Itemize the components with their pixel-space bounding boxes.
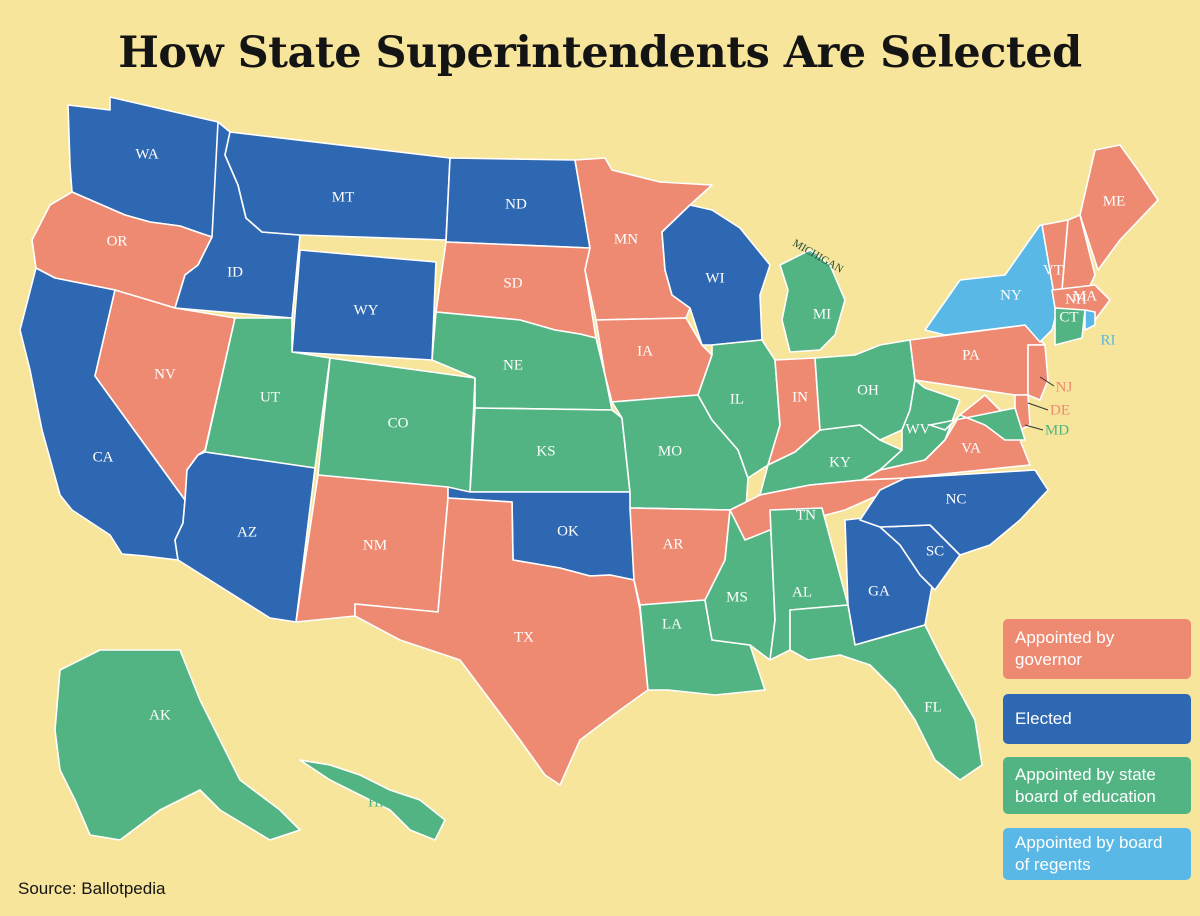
leader-line-nj [1039,376,1055,387]
state-label-mn: MN [614,231,638,247]
state-label-tx: TX [514,629,534,645]
state-label-ia: IA [637,343,653,359]
state-nh [1061,214,1096,291]
state-nj [1027,344,1049,401]
state-label-mi: MI [813,306,831,322]
state-label-ut: UT [260,389,280,405]
state-label-ms: MS [726,589,748,605]
leader-line-md [1024,424,1044,431]
state-label-pa: PA [962,347,980,363]
state-label-nm: NM [363,537,387,553]
state-nc [859,469,1049,556]
state-label-fl: FL [924,699,942,715]
state-label-nh: NH [1065,291,1087,307]
state-label-de: DE [1050,402,1070,418]
label-leaders [1024,376,1055,431]
source-note: Source: Ballotpedia [18,879,166,898]
state-label-al: AL [792,584,812,600]
state-label-ma: MA [1073,288,1097,304]
state-label-me: ME [1103,193,1126,209]
state-label-ne: NE [503,357,523,373]
state-label-ks: KS [536,443,555,459]
state-il [697,339,781,479]
state-label-md: MD [1045,422,1069,438]
state-label-id: ID [227,264,243,280]
state-tx [354,497,649,786]
state-label-wa: WA [135,146,158,162]
state-label-oh: OH [857,382,879,398]
state-me [1079,144,1159,271]
state-label-ak: AK [149,707,171,723]
state-label-nd: ND [505,196,527,212]
state-label-mo: MO [658,443,682,459]
state-label-in: IN [792,389,808,405]
state-fl [789,604,983,781]
state-az [174,451,316,623]
legend-elected: Elected [1003,694,1191,744]
state-label-ky: KY [829,454,851,470]
state-label-wi: WI [705,270,724,286]
state-ia [595,317,713,403]
state-label-or: OR [107,233,128,249]
state-label-tn: TN [796,507,816,523]
state-md [929,407,1026,441]
state-mi [779,249,846,353]
state-label-sd: SD [503,275,522,291]
state-mt [224,131,451,241]
state-label-va: VA [961,440,981,456]
leader-line-de [1027,402,1049,411]
state-label-il: IL [730,391,744,407]
state-label-mt: MT [332,189,355,205]
state-label-wv: WV [906,421,931,437]
map-title: How State Superintendents Are Selected [118,28,1082,78]
state-ak [54,649,301,841]
state-label-co: CO [388,415,409,431]
state-label-sc: SC [926,543,944,559]
state-label-ar: AR [663,536,684,552]
state-label-vt: VT [1043,262,1063,278]
state-label-nj: NJ [1056,379,1073,395]
legend-state-board: Appointed by state board of education [1003,757,1191,814]
legend-regents-label: Appointed by board of regents [1015,833,1163,874]
state-label-nv: NV [154,366,176,382]
state-label-wy: WY [354,302,379,318]
state-label-ca: CA [93,449,114,465]
state-label-ny: NY [1000,287,1022,303]
state-label-ct: CT [1059,309,1078,325]
state-ny [924,224,1061,343]
legend-elected-label: Elected [1015,709,1072,728]
state-label-ri: RI [1101,332,1116,348]
state-label-nc: NC [946,491,967,507]
legend-governor: Appointed by governor [1003,619,1191,679]
legend-governor-label: Appointed by governor [1015,628,1115,669]
state-label-ok: OK [557,523,579,539]
state-label-ga: GA [868,583,890,599]
state-label-la: LA [662,616,682,632]
state-label-az: AZ [237,524,257,540]
state-ri [1084,309,1096,331]
legend-state-board-label: Appointed by state board of education [1015,764,1156,806]
legend-regents: Appointed by board of regents [1003,828,1191,880]
state-hi [299,759,446,841]
state-labels: WA OR CA ID NV MT WY UT AZ CO NM ND SD NE KS OK TX MN IA MO… [93,146,1126,810]
states-layer [19,96,1159,841]
state-ct [1054,307,1086,346]
state-label-hi: HI [368,794,384,810]
